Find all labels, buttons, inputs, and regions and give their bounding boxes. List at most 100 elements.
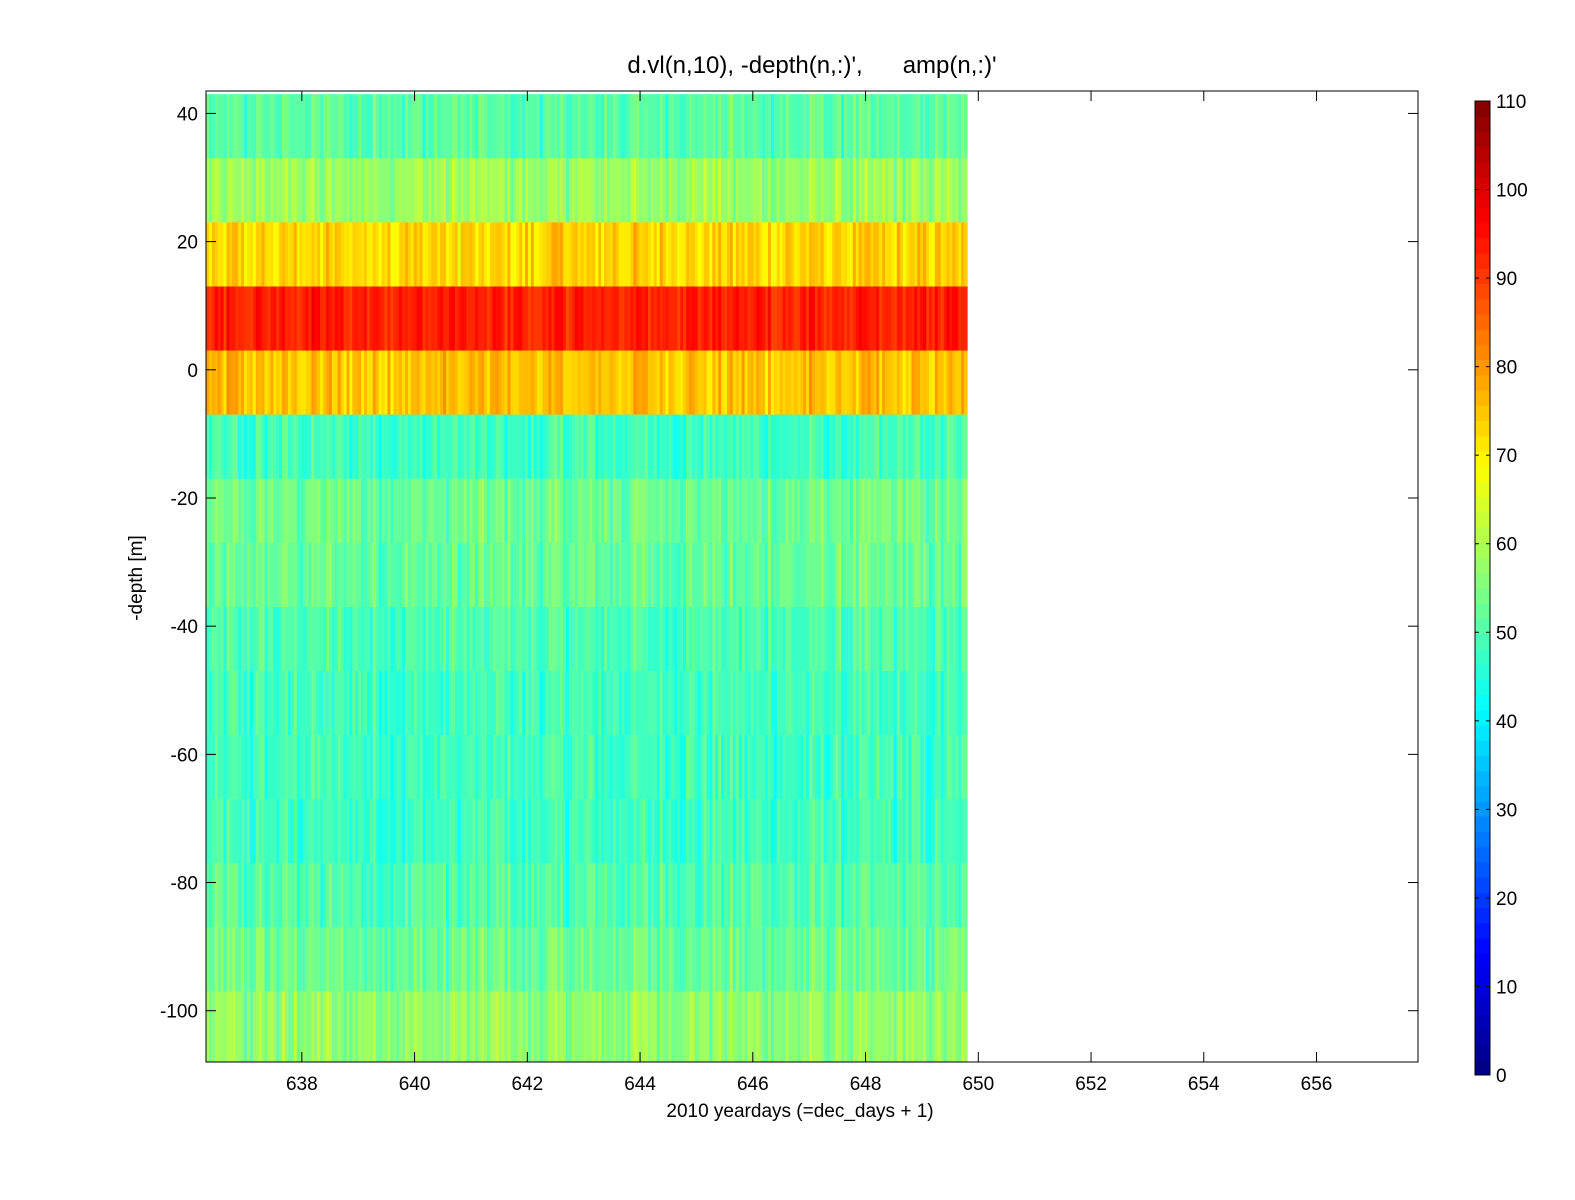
heatmap-cell (566, 991, 570, 1062)
heatmap-cell (598, 927, 602, 992)
heatmap-cell (387, 863, 391, 928)
heatmap-cell (931, 863, 936, 928)
heatmap-cell (633, 414, 637, 480)
heatmap-cell (235, 863, 239, 928)
heatmap-cell (636, 478, 640, 544)
heatmap-cell (440, 286, 444, 351)
heatmap-cell (709, 927, 713, 992)
heatmap-cell (305, 222, 310, 287)
heatmap-cell (431, 94, 435, 159)
heatmap-cell (914, 350, 918, 415)
heatmap-cell (729, 350, 734, 415)
heatmap-cell (460, 927, 465, 992)
heatmap-cell (639, 927, 643, 992)
heatmap-cell (715, 799, 719, 864)
heatmap-cell (911, 735, 915, 800)
heatmap-cell (896, 927, 901, 992)
heatmap-cell (914, 158, 918, 223)
heatmap-cell (926, 991, 930, 1062)
heatmap-cell (267, 158, 271, 223)
heatmap-cell (598, 606, 602, 672)
heatmap-cell (238, 94, 242, 159)
heatmap-cell (756, 478, 760, 544)
heatmap-cell (741, 286, 746, 351)
heatmap-cell (604, 222, 608, 287)
heatmap-cell (691, 671, 696, 736)
heatmap-cell (208, 222, 213, 287)
heatmap-cell (887, 414, 892, 480)
heatmap-cell (618, 350, 623, 415)
heatmap-cell (314, 671, 318, 736)
heatmap-cell (495, 478, 500, 544)
heatmap-cell (835, 735, 839, 800)
heatmap-cell (855, 414, 860, 480)
heatmap-cell (326, 991, 330, 1062)
heatmap-cell (677, 799, 681, 864)
heatmap-cell (229, 222, 233, 287)
heatmap-cell (847, 606, 851, 672)
heatmap-cell (844, 542, 848, 608)
heatmap-cell (522, 94, 526, 159)
heatmap-cell (258, 350, 263, 415)
heatmap-cell (437, 863, 441, 928)
heatmap-cell (607, 158, 611, 223)
heatmap-cell (346, 542, 351, 608)
heatmap-cell (849, 799, 854, 864)
heatmap-cell (472, 158, 476, 223)
heatmap-cell (440, 671, 444, 736)
heatmap-cell (504, 414, 509, 480)
heatmap-cell (893, 542, 898, 608)
heatmap-cell (372, 94, 377, 159)
heatmap-cell (931, 350, 936, 415)
heatmap-cell (817, 94, 822, 159)
heatmap-cell (735, 799, 740, 864)
heatmap-cell (533, 927, 538, 992)
heatmap-cell (320, 606, 324, 672)
heatmap-cell (387, 478, 391, 544)
heatmap-cell (308, 671, 312, 736)
colorbar-segment (1475, 968, 1490, 985)
heatmap-cell (639, 799, 643, 864)
heatmap-cell (674, 158, 678, 223)
heatmap-cell (601, 222, 605, 287)
heatmap-cell (340, 606, 345, 672)
heatmap-cell (492, 94, 497, 159)
heatmap-cell (264, 799, 269, 864)
heatmap-cell (340, 286, 345, 351)
heatmap-cell (302, 350, 307, 415)
heatmap-cell (220, 927, 225, 992)
heatmap-cell (323, 671, 327, 736)
heatmap-cell (516, 991, 520, 1062)
heatmap-cell (841, 606, 845, 672)
heatmap-cell (425, 222, 430, 287)
heatmap-cell (715, 414, 719, 480)
heatmap-cell (358, 350, 362, 415)
heatmap-cell (592, 222, 596, 287)
heatmap-cell (586, 350, 591, 415)
heatmap-cell (785, 735, 790, 800)
heatmap-cell (718, 735, 722, 800)
heatmap-cell (413, 286, 418, 351)
heatmap-cell (282, 799, 286, 864)
heatmap-cell (527, 863, 532, 928)
heatmap-cell (770, 414, 775, 480)
heatmap-cell (513, 158, 517, 223)
heatmap-cell (337, 414, 342, 480)
heatmap-cell (905, 94, 910, 159)
heatmap-cell (946, 671, 951, 736)
heatmap-cell (607, 222, 611, 287)
heatmap-cell (806, 414, 810, 480)
heatmap-cell (208, 286, 213, 351)
heatmap-cell (548, 94, 552, 159)
heatmap-cell (258, 478, 263, 544)
heatmap-cell (308, 478, 312, 544)
heatmap-cell (794, 606, 798, 672)
heatmap-cell (454, 671, 459, 736)
colorbar-tick-label: 30 (1496, 800, 1517, 821)
heatmap-cell (964, 735, 968, 800)
heatmap-cell (206, 799, 210, 864)
heatmap-cell (905, 222, 910, 287)
heatmap-cell (293, 478, 298, 544)
colorbar-tick-label: 70 (1496, 446, 1517, 467)
heatmap-cell (384, 991, 389, 1062)
